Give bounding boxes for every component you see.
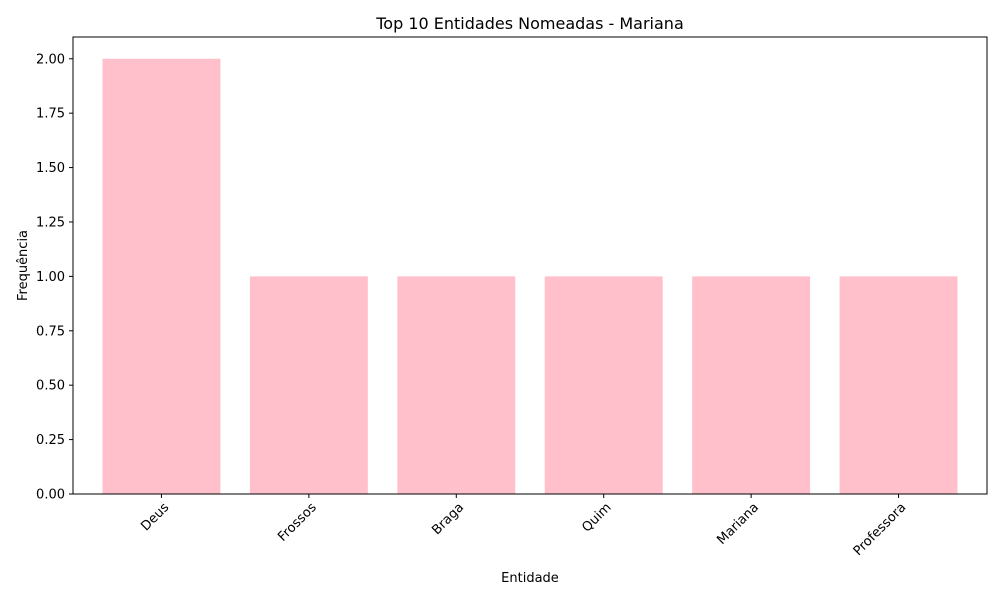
y-tick-label: 1.50 bbox=[36, 161, 65, 176]
x-axis: Deus Frossos Braga Quim Mariana Professora bbox=[138, 494, 909, 559]
bars-group bbox=[102, 58, 958, 494]
bar-frossos bbox=[249, 276, 368, 494]
x-axis-label: Entidade bbox=[501, 571, 559, 586]
x-tick-label: Quim bbox=[579, 500, 614, 535]
y-axis-label: Frequência bbox=[16, 230, 31, 301]
y-tick-label: 1.25 bbox=[36, 215, 65, 230]
x-tick-label: Professora bbox=[851, 500, 910, 559]
y-tick-label: 0.50 bbox=[36, 379, 65, 394]
x-tick-label: Braga bbox=[429, 500, 467, 538]
chart-title: Top 10 Entidades Nomeadas - Mariana bbox=[375, 14, 684, 33]
bar-professora bbox=[839, 276, 958, 494]
bar-deus bbox=[102, 58, 221, 494]
y-tick-label: 0.00 bbox=[36, 488, 65, 503]
x-tick-label: Deus bbox=[138, 500, 172, 534]
y-tick-label: 0.25 bbox=[36, 433, 65, 448]
y-axis: 0.00 0.25 0.50 0.75 1.00 1.25 1.50 1.75 2.00 bbox=[36, 52, 73, 503]
y-tick-label: 2.00 bbox=[36, 52, 65, 67]
y-tick-label: 0.75 bbox=[36, 324, 65, 339]
bar-braga bbox=[397, 276, 516, 494]
y-tick-label: 1.75 bbox=[36, 107, 65, 122]
x-tick-label: Mariana bbox=[714, 500, 762, 548]
x-tick-label: Frossos bbox=[275, 500, 320, 545]
bar-quim bbox=[544, 276, 663, 494]
bar-mariana bbox=[692, 276, 811, 494]
y-tick-label: 1.00 bbox=[36, 270, 65, 285]
plot-frame bbox=[72, 36, 988, 495]
